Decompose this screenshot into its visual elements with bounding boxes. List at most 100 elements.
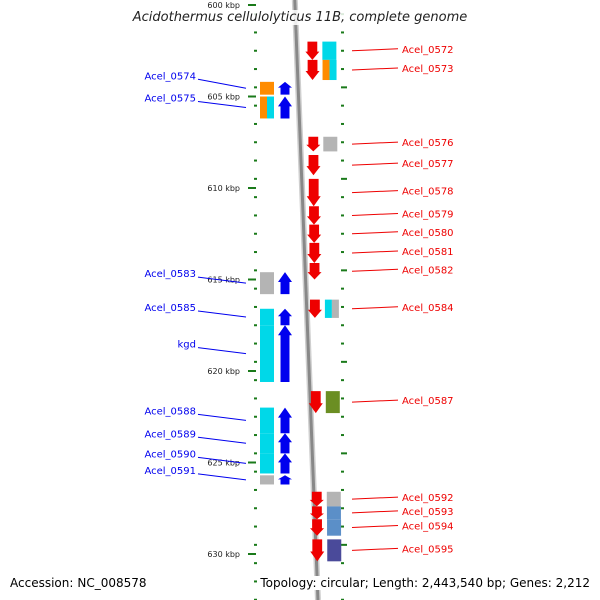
gene-label: Acel_0572 xyxy=(402,45,454,56)
gene-label: Acel_0579 xyxy=(402,209,454,220)
gene-label: Acel_0595 xyxy=(402,544,454,555)
cog-box xyxy=(322,59,330,81)
label-connector xyxy=(351,496,399,500)
gene-label: Acel_0580 xyxy=(402,228,454,239)
tick-dot xyxy=(254,415,257,418)
scale-tick-label: 610 kbp xyxy=(207,184,240,193)
gene-label: Acel_0574 xyxy=(144,71,196,82)
gene-label: Acel_0589 xyxy=(144,429,196,440)
tick-dot xyxy=(254,543,257,546)
tick-dot xyxy=(254,470,257,473)
tick-dot xyxy=(254,141,257,144)
gene-label: Acel_0592 xyxy=(402,493,454,504)
tick-dot xyxy=(341,177,347,180)
tick-dot xyxy=(254,214,257,217)
gene-label: Acel_0593 xyxy=(402,507,454,518)
cog-box xyxy=(326,491,341,507)
reverse-arrow xyxy=(306,178,321,207)
tick-dot xyxy=(254,177,257,180)
gene-label: Acel_0575 xyxy=(144,93,196,104)
label-connector xyxy=(351,510,399,514)
cog-box xyxy=(260,308,274,326)
label-connector xyxy=(351,231,399,235)
forward-arrow xyxy=(278,475,292,485)
gene-label: Acel_0581 xyxy=(402,247,454,258)
cog-box xyxy=(323,136,338,152)
cog-box xyxy=(260,433,274,454)
reverse-arrow xyxy=(309,506,324,520)
tick-dot xyxy=(254,31,257,34)
tick-dot xyxy=(254,434,257,437)
scale-tick-label: 630 kbp xyxy=(207,550,240,559)
cog-box xyxy=(326,506,341,520)
tick-dot xyxy=(254,598,257,600)
gene-label: Acel_0582 xyxy=(402,265,454,276)
tick-dot xyxy=(341,305,344,308)
reverse-arrow xyxy=(306,155,321,176)
label-connector xyxy=(351,162,399,166)
tick-dot xyxy=(254,342,257,345)
gene-label: Acel_0584 xyxy=(402,303,454,314)
tick-dot xyxy=(341,507,344,510)
tick-dot xyxy=(341,543,347,546)
cog-box xyxy=(260,272,274,295)
tick-dot xyxy=(254,562,257,565)
gene-label: Acel_0588 xyxy=(144,406,196,417)
label-connector xyxy=(351,250,399,254)
tick-dot xyxy=(254,525,257,528)
cog-box xyxy=(331,299,339,318)
label-connector xyxy=(197,413,247,421)
cog-box xyxy=(260,453,274,474)
gene-label: kgd xyxy=(178,340,197,351)
cog-box xyxy=(327,519,342,536)
cog-box xyxy=(325,391,340,414)
cog-box xyxy=(260,96,267,119)
forward-arrow xyxy=(278,272,292,295)
label-connector xyxy=(351,190,399,194)
reverse-arrow xyxy=(310,539,325,562)
tick-dot xyxy=(254,122,257,125)
forward-arrow xyxy=(278,81,292,95)
tick-dot xyxy=(341,49,344,52)
tick-dot xyxy=(341,397,344,400)
tick-dot xyxy=(254,488,257,491)
label-connector xyxy=(351,399,399,403)
tick-dot xyxy=(254,507,257,510)
gene-label: Acel_0590 xyxy=(144,449,196,460)
label-connector xyxy=(197,78,247,89)
reverse-arrow xyxy=(307,224,322,243)
gene-label: Acel_0594 xyxy=(402,521,454,532)
cog-box xyxy=(260,475,274,485)
tick-dot xyxy=(254,452,257,455)
label-connector xyxy=(351,67,399,71)
cog-box xyxy=(267,96,274,119)
tick-dot xyxy=(341,525,344,528)
label-connector xyxy=(197,473,247,481)
label-connector xyxy=(197,436,247,444)
tick-dot xyxy=(341,196,344,199)
tick-dot xyxy=(341,452,347,455)
tick-dot xyxy=(341,415,344,418)
cog-box xyxy=(327,539,342,562)
label-connector xyxy=(351,212,399,216)
tick-dot xyxy=(254,104,257,107)
cog-box xyxy=(322,41,337,60)
reverse-arrow xyxy=(305,59,320,81)
label-connector xyxy=(197,276,247,284)
forward-arrow xyxy=(278,433,292,454)
accession-info: Accession: NC_008578 xyxy=(8,576,149,590)
gene-label: Acel_0591 xyxy=(144,466,196,477)
tick-dot xyxy=(341,562,344,565)
tick-dot xyxy=(254,196,257,199)
forward-arrow xyxy=(278,407,292,434)
scale-tick-label: 620 kbp xyxy=(207,367,240,376)
tick-dot xyxy=(254,49,257,52)
tick-dot xyxy=(254,580,257,583)
tick-dot xyxy=(341,598,344,600)
reverse-arrow xyxy=(310,519,325,536)
label-connector xyxy=(197,310,247,318)
tick-dot xyxy=(341,214,344,217)
genome-stats: Topology: circular; Length: 2,443,540 bp… xyxy=(258,576,592,590)
tick-dot xyxy=(341,488,344,491)
